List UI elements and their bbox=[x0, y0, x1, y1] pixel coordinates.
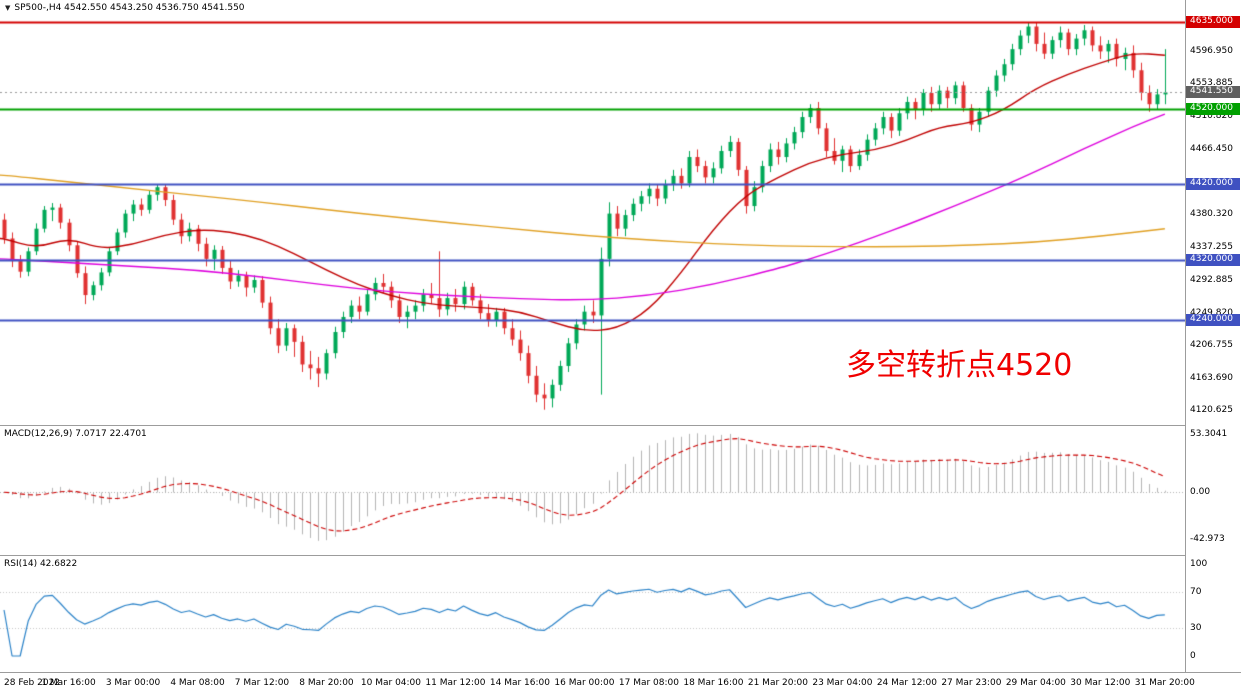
time-tick-label: 30 Mar 12:00 bbox=[1070, 678, 1131, 688]
price-tick-label: 4163.690 bbox=[1190, 372, 1233, 383]
symbol-collapse-icon: ▼ bbox=[5, 3, 11, 12]
time-tick-label: 8 Mar 20:00 bbox=[299, 678, 354, 688]
time-tick-label: 29 Mar 04:00 bbox=[1005, 678, 1066, 688]
price-level-badge: 4541.550 bbox=[1186, 86, 1240, 99]
time-tick-label: 3 Mar 00:00 bbox=[105, 678, 161, 688]
time-tick-label: 28 Feb 2022 bbox=[4, 678, 61, 688]
price-tick-label: 4510.820 bbox=[1190, 110, 1233, 121]
pane-separator bbox=[0, 672, 1241, 673]
price-tick-label: 4596.950 bbox=[1190, 45, 1233, 56]
pane-separator[interactable] bbox=[0, 425, 1241, 426]
annotation-text: 多空转折点4520 bbox=[846, 348, 1073, 383]
price-level-badge: 4520.000 bbox=[1186, 102, 1240, 115]
time-tick-label: 18 Mar 16:00 bbox=[683, 678, 744, 688]
rsi-tick-label: 100 bbox=[1190, 559, 1208, 569]
price-tick-label: 4292.885 bbox=[1190, 275, 1233, 286]
time-tick-label: 14 Mar 16:00 bbox=[489, 678, 550, 688]
price-tick-label: 4466.450 bbox=[1190, 144, 1233, 155]
price-pane-canvas[interactable] bbox=[0, 0, 1185, 425]
time-tick-label: 4 Mar 08:00 bbox=[170, 678, 225, 688]
macd-indicator-label: MACD(12,26,9) 7.0717 22.4701 bbox=[4, 429, 147, 439]
time-tick-label: 16 Mar 00:00 bbox=[554, 678, 615, 688]
macd-tick-label: 0.00 bbox=[1190, 487, 1211, 498]
price-level-badge: 4240.000 bbox=[1186, 313, 1240, 326]
rsi-tick-label: 30 bbox=[1190, 623, 1202, 634]
rsi-tick-label: 0 bbox=[1190, 651, 1196, 661]
price-level-badge: 4420.000 bbox=[1186, 178, 1240, 191]
price-tick-label: 4206.755 bbox=[1190, 340, 1233, 351]
price-level-badge: 4635.000 bbox=[1186, 16, 1240, 28]
pane-separator[interactable] bbox=[0, 555, 1241, 556]
time-tick-label: 27 Mar 23:00 bbox=[941, 678, 1002, 688]
time-tick-label: 21 Mar 20:00 bbox=[747, 678, 808, 688]
time-tick-label: 7 Mar 12:00 bbox=[234, 678, 290, 688]
price-tick-label: 4337.255 bbox=[1190, 241, 1233, 252]
time-tick-label: 17 Mar 08:00 bbox=[618, 678, 679, 688]
macd-pane-canvas[interactable] bbox=[0, 426, 1185, 555]
price-tick-label: 4553.885 bbox=[1190, 78, 1233, 89]
time-tick-label: 23 Mar 04:00 bbox=[812, 678, 873, 688]
time-tick-label: 1 Mar 16:00 bbox=[41, 678, 96, 688]
price-tick-label: 4249.820 bbox=[1190, 307, 1233, 318]
time-tick-label: 31 Mar 20:00 bbox=[1134, 678, 1195, 688]
time-tick-label: 11 Mar 12:00 bbox=[425, 678, 486, 688]
price-level-badge: 4320.000 bbox=[1186, 253, 1240, 266]
price-tick-label: 4120.625 bbox=[1190, 405, 1233, 415]
time-tick-label: 10 Mar 04:00 bbox=[360, 678, 422, 688]
symbol-ohlc-label: SP500-,H4 4542.550 4543.250 4536.750 454… bbox=[14, 3, 245, 13]
rsi-tick-label: 70 bbox=[1190, 586, 1202, 597]
price-axis-border bbox=[1185, 0, 1186, 672]
time-tick-label: 24 Mar 12:00 bbox=[876, 678, 937, 688]
rsi-indicator-label: RSI(14) 42.6822 bbox=[4, 559, 78, 569]
symbol-ohlc-header: ▼ SP500-,H4 4542.550 4543.250 4536.750 4… bbox=[5, 3, 245, 13]
macd-tick-label: 53.3041 bbox=[1190, 429, 1228, 439]
rsi-pane-canvas[interactable] bbox=[0, 556, 1185, 672]
price-axis[interactable]: 4596.950 4553.885 4510.820 4466.450 4380.320… bbox=[1186, 0, 1241, 672]
time-axis[interactable]: 28 Feb 2022 1 Mar 16:00 3 Mar 00:00 4 Mar 0… bbox=[0, 673, 1241, 696]
macd-tick-label: -42.973 bbox=[1190, 534, 1225, 545]
price-tick-label: 4380.320 bbox=[1190, 209, 1233, 220]
